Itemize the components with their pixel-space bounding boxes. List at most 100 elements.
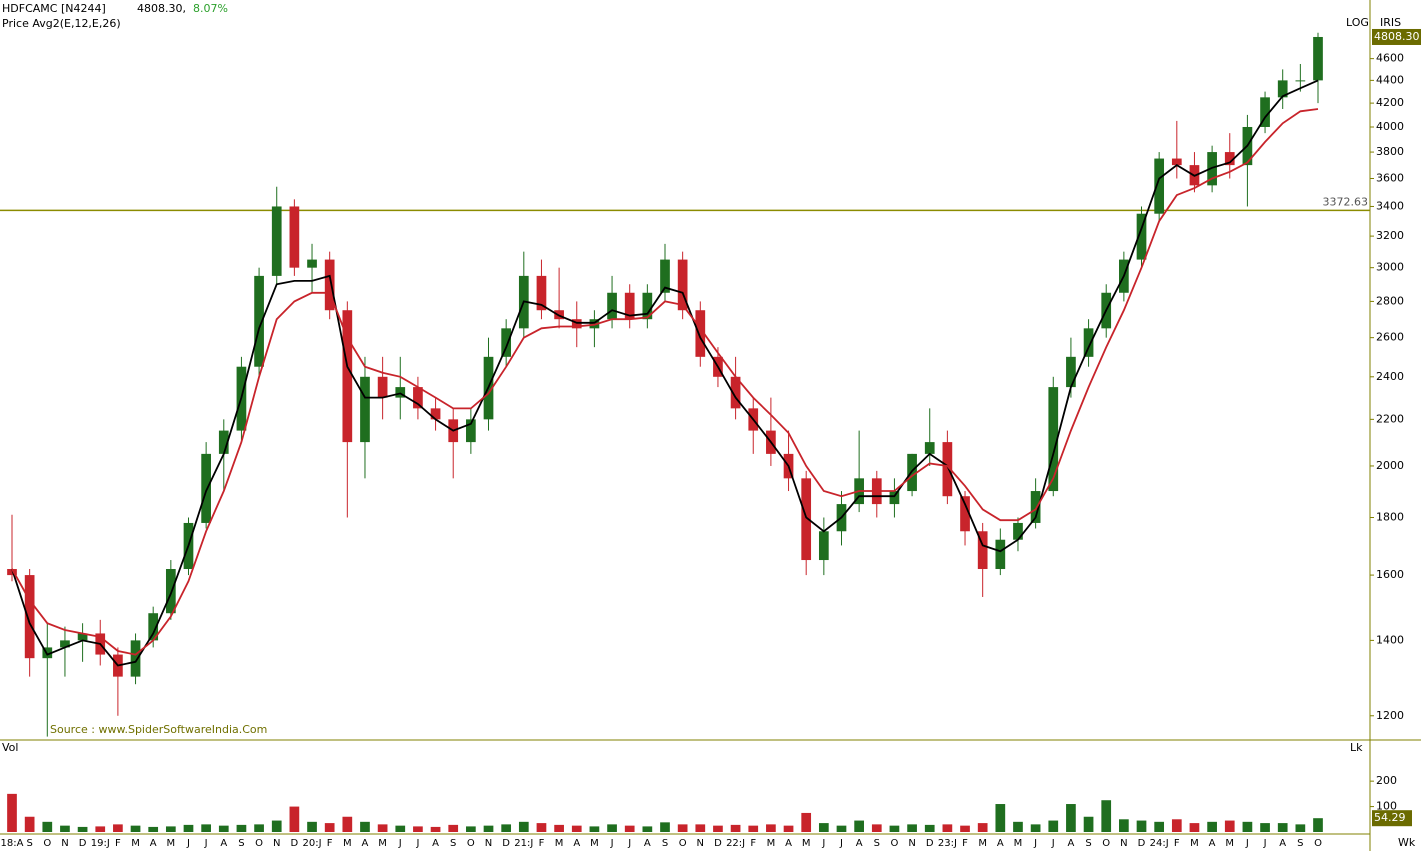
x-tick-label: 19:J bbox=[91, 838, 110, 849]
volume-bar bbox=[1066, 804, 1076, 832]
candle-body bbox=[818, 531, 829, 561]
x-tick-label: J bbox=[1245, 838, 1249, 849]
candle-body bbox=[1048, 387, 1059, 492]
volume-bar bbox=[395, 825, 406, 832]
volume-bar bbox=[307, 821, 317, 832]
candle-body bbox=[271, 206, 282, 276]
candle-body bbox=[571, 319, 582, 329]
volume-bar bbox=[271, 820, 282, 832]
x-tick-label: N bbox=[697, 838, 704, 849]
candle-body bbox=[536, 275, 547, 311]
volume-bar bbox=[289, 806, 300, 832]
y-tick-label: 1600 bbox=[1376, 568, 1404, 581]
x-tick-label: A bbox=[1067, 838, 1074, 849]
period: Wk bbox=[1398, 836, 1416, 849]
x-tick-label: O bbox=[679, 838, 687, 849]
x-tick-label: M bbox=[590, 838, 599, 849]
y-tick-label: 4400 bbox=[1376, 73, 1404, 86]
candle-body bbox=[977, 531, 988, 570]
x-tick-label: A bbox=[362, 838, 369, 849]
volume-tick-label: 100 bbox=[1376, 800, 1397, 813]
volume-bar bbox=[889, 825, 900, 832]
x-tick-label: O bbox=[255, 838, 263, 849]
candle-body bbox=[1171, 158, 1182, 166]
volume-bar bbox=[1242, 821, 1253, 832]
volume-bar bbox=[1207, 821, 1217, 832]
average-line bbox=[11, 79, 1319, 667]
x-tick-label: 18:A bbox=[1, 838, 24, 849]
price-marker bbox=[1372, 28, 1421, 45]
x-tick-label: M bbox=[167, 838, 176, 849]
x-tick-label: M bbox=[131, 838, 140, 849]
candle-body bbox=[430, 408, 441, 420]
volume-bar bbox=[360, 821, 370, 832]
volume-unit: Lk bbox=[1350, 741, 1363, 754]
volume-title: Vol bbox=[2, 741, 18, 754]
x-tick-label: M bbox=[1014, 838, 1023, 849]
candle-body bbox=[77, 633, 88, 641]
x-tick-label: 24:J bbox=[1150, 838, 1169, 849]
volume-bar bbox=[818, 823, 829, 832]
x-tick-label: A bbox=[220, 838, 227, 849]
volume-bar bbox=[1101, 800, 1112, 832]
x-tick-label: O bbox=[43, 838, 51, 849]
price: 4808.30, bbox=[137, 2, 186, 15]
x-tick-label: J bbox=[839, 838, 843, 849]
x-tick-label: 22:J bbox=[726, 838, 745, 849]
candle-body bbox=[307, 259, 317, 268]
candle-body bbox=[924, 442, 935, 454]
x-tick-label: J bbox=[204, 838, 208, 849]
y-tick-label: 1200 bbox=[1376, 709, 1404, 722]
x-tick-label: S bbox=[662, 838, 668, 849]
x-tick-label: J bbox=[1051, 838, 1055, 849]
volume-bar bbox=[677, 824, 688, 832]
volume-bar bbox=[1277, 823, 1288, 832]
volume-bar bbox=[1136, 820, 1147, 832]
x-tick-label: 21:J bbox=[514, 838, 533, 849]
volume-bar bbox=[42, 821, 53, 832]
volume-bar bbox=[1313, 818, 1323, 832]
x-tick-label: M bbox=[555, 838, 564, 849]
candle-body bbox=[342, 310, 353, 443]
volume-bar bbox=[518, 821, 529, 832]
volume-bar bbox=[448, 824, 459, 832]
x-tick-label: F bbox=[115, 838, 121, 849]
volume-bar bbox=[1260, 823, 1270, 832]
volume-bar bbox=[466, 826, 476, 832]
volume-bar bbox=[642, 826, 653, 832]
x-tick-label: D bbox=[502, 838, 510, 849]
candle-body bbox=[395, 387, 406, 398]
candle-body bbox=[889, 491, 900, 505]
x-tick-label: J bbox=[1033, 838, 1037, 849]
y-tick-label: 3200 bbox=[1376, 229, 1404, 242]
volume-bar bbox=[766, 824, 776, 832]
candle-body bbox=[1083, 328, 1094, 357]
candle-body bbox=[607, 292, 617, 320]
volume-bar bbox=[113, 824, 123, 832]
candle-body bbox=[730, 376, 741, 409]
volume-bar bbox=[589, 826, 600, 832]
candle-body bbox=[1313, 36, 1323, 81]
volume-bar bbox=[660, 822, 670, 832]
y-tick-label: 2000 bbox=[1376, 459, 1404, 472]
volume-bar bbox=[324, 823, 335, 832]
candle-body bbox=[289, 206, 300, 268]
volume-bar bbox=[254, 824, 264, 832]
candle-body bbox=[942, 442, 953, 497]
candle-body bbox=[995, 539, 1006, 570]
x-tick-label: S bbox=[450, 838, 456, 849]
y-tick-label: 2600 bbox=[1376, 331, 1404, 344]
volume-bar bbox=[624, 825, 635, 832]
candle-body bbox=[1277, 80, 1288, 98]
source: Source : www.SpiderSoftwareIndia.Com bbox=[50, 723, 267, 736]
x-tick-label: M bbox=[978, 838, 987, 849]
candle-body bbox=[1013, 522, 1023, 540]
x-tick-label: 23:J bbox=[938, 838, 957, 849]
x-tick-label: M bbox=[767, 838, 776, 849]
x-tick-label: J bbox=[1263, 838, 1267, 849]
volume-bar bbox=[695, 824, 706, 832]
x-tick-label: F bbox=[327, 838, 333, 849]
x-tick-label: S bbox=[874, 838, 880, 849]
x-tick-label: O bbox=[1102, 838, 1110, 849]
